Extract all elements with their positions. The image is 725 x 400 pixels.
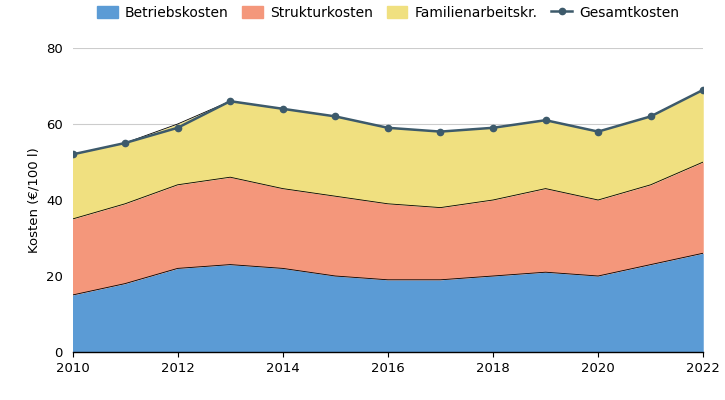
Y-axis label: Kosten (€/100 l): Kosten (€/100 l) bbox=[28, 147, 41, 253]
Legend: Betriebskosten, Strukturkosten, Familienarbeitskr., Gesamtkosten: Betriebskosten, Strukturkosten, Familien… bbox=[91, 0, 684, 25]
